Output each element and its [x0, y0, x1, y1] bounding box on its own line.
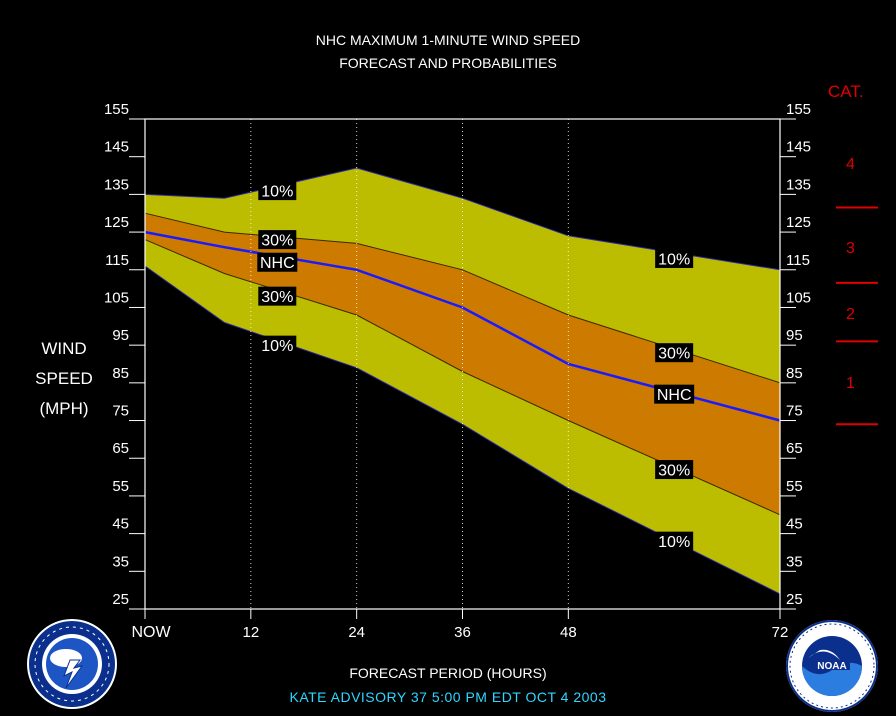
- y-tick-label-right: 125: [786, 214, 811, 231]
- y-tick-label-left: 95: [112, 327, 129, 344]
- y-tick-label-right: 25: [786, 591, 803, 608]
- x-tick-label: NOW: [131, 624, 171, 641]
- y-tick-label-right: 85: [786, 365, 803, 382]
- band-label-box: [655, 531, 694, 551]
- y-tick-label-right: 75: [786, 403, 803, 420]
- band-label-box: [258, 335, 297, 355]
- nws-logo-icon: [27, 619, 117, 709]
- y-tick-label-left: 35: [112, 553, 129, 570]
- band-label-text: 10%: [658, 251, 690, 268]
- x-axis-title: FORECAST PERIOD (HOURS): [349, 665, 547, 681]
- x-tick-label: 72: [772, 624, 789, 641]
- y-tick-label-left: 125: [104, 214, 129, 231]
- y-tick-label-left: 25: [112, 591, 129, 608]
- y-tick-label-right: 45: [786, 516, 803, 533]
- band-label-box: [655, 248, 694, 268]
- y-tick-label-left: 145: [104, 139, 129, 156]
- y-tick-label-right: 55: [786, 478, 803, 495]
- band-label-text: NHC: [260, 255, 295, 272]
- y-tick-label-right: 95: [786, 327, 803, 344]
- y-tick-label-right: 145: [786, 139, 811, 156]
- band-label-box: [257, 252, 298, 272]
- band-label-box: [654, 384, 695, 404]
- series-line-nhc: [144, 230, 781, 422]
- band-label-box: [258, 286, 297, 306]
- category-header: CAT.: [828, 82, 864, 101]
- series-line-bound-1: [144, 212, 781, 384]
- y-tick-label-left: 115: [105, 252, 129, 269]
- x-tick-label: 24: [348, 624, 365, 641]
- y-axis-label-speed: SPEED: [35, 369, 93, 388]
- y-tick-label-left: 105: [104, 289, 129, 306]
- x-tick-label: 48: [560, 624, 577, 641]
- band-label-text: 30%: [658, 346, 690, 363]
- category-4-label: 4: [846, 156, 855, 173]
- y-tick-label-right: 105: [786, 289, 811, 306]
- svg-text:NOAA: NOAA: [817, 661, 846, 672]
- band-label-text: 30%: [261, 233, 293, 250]
- y-tick-label-left: 85: [112, 365, 129, 382]
- chart-title-line2: FORECAST AND PROBABILITIES: [339, 55, 557, 71]
- x-tick-label: 36: [454, 624, 471, 641]
- series-line-bound-3: [144, 239, 781, 516]
- band-label-text: NHC: [657, 387, 692, 404]
- y-axis-label-wind: WIND: [41, 339, 87, 358]
- band-label-text: 30%: [261, 289, 293, 306]
- y-tick-label-right: 135: [786, 176, 811, 193]
- band-label-box: [655, 460, 694, 480]
- y-tick-label-left: 75: [112, 403, 129, 420]
- category-1-label: 1: [846, 375, 855, 392]
- chart-title-line1: NHC MAXIMUM 1-MINUTE WIND SPEED: [315, 32, 581, 48]
- category-2-label: 2: [846, 306, 855, 323]
- y-tick-label-left: 65: [112, 440, 129, 457]
- band-label-text: 10%: [261, 184, 293, 201]
- y-tick-label-left: 55: [112, 478, 129, 495]
- y-tick-label-left: 155: [104, 101, 129, 118]
- y-tick-label-left: 45: [112, 516, 129, 533]
- category-3-label: 3: [846, 240, 855, 257]
- y-tick-label-left: 135: [104, 176, 129, 193]
- advisory-info: KATE ADVISORY 37 5:00 PM EDT OCT 4 2003: [289, 689, 607, 705]
- category-scale: [836, 206, 878, 426]
- band-label-box: [655, 343, 694, 363]
- x-tick-label: 12: [242, 624, 259, 641]
- band-label-box: [258, 230, 297, 250]
- y-tick-label-right: 155: [786, 101, 811, 118]
- series-line-bound-4: [144, 265, 781, 595]
- y-tick-label-right: 35: [786, 553, 803, 570]
- y-tick-label-right: 115: [786, 252, 810, 269]
- series-line-bound-0: [144, 167, 781, 271]
- band-label-text: 30%: [658, 463, 690, 480]
- band-label-text: 10%: [261, 338, 293, 355]
- noaa-logo-icon: NOAA: [786, 620, 878, 712]
- y-tick-label-right: 65: [786, 440, 803, 457]
- band-label-text: 10%: [658, 534, 690, 551]
- y-axis-label-mph: (MPH): [39, 399, 89, 418]
- band-label-box: [258, 181, 297, 201]
